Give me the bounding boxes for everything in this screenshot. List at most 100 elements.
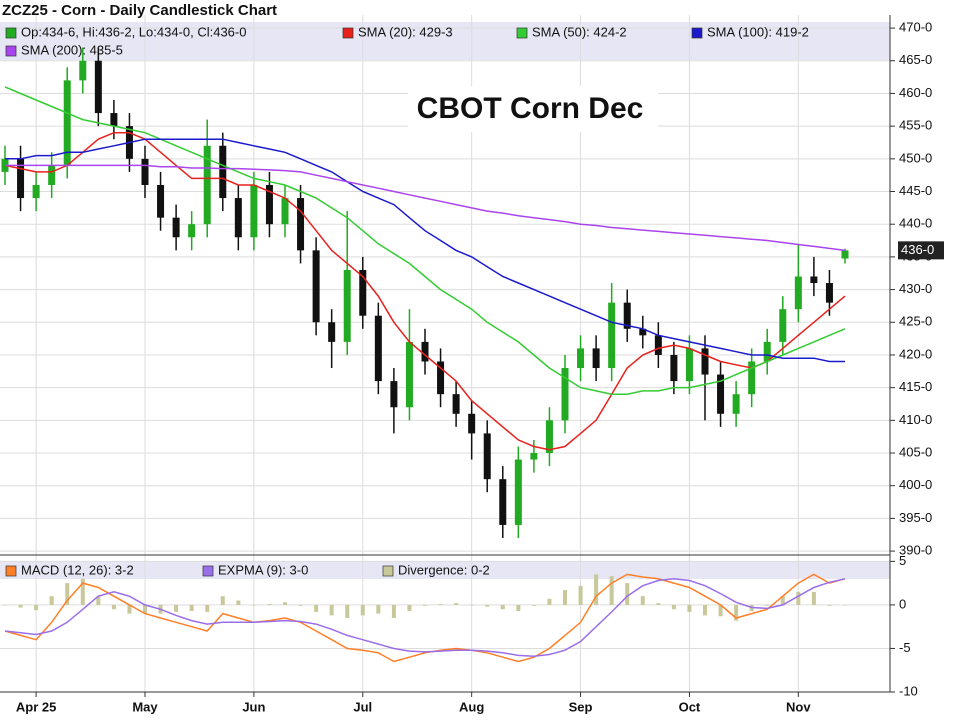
annotation-box (408, 86, 658, 132)
indicator-line (4, 573, 846, 663)
marks: 436-0 (1, 47, 944, 663)
y-tick-label: 390-0 (899, 543, 932, 558)
legend-label: SMA (100): 419-2 (707, 24, 809, 39)
y-tick-label: 445-0 (899, 183, 932, 198)
y-tick-label: -10 (899, 683, 918, 698)
sma-line (4, 86, 846, 395)
chart-title: ZCZ25 - Corn - Daily Candlestick Chart (2, 2, 277, 19)
candle-body (234, 198, 242, 238)
candle-body (841, 250, 849, 259)
y-tick-label: 450-0 (899, 150, 932, 165)
candle-body (499, 479, 507, 525)
candle-body (794, 276, 802, 310)
candle-body (654, 335, 662, 355)
candle-body (561, 368, 569, 421)
divergence-bar (236, 600, 241, 605)
candle-body (530, 453, 538, 460)
candle-body (157, 184, 165, 218)
y-tick-label: 0 (899, 596, 906, 611)
candle-body (328, 322, 336, 342)
candle-body (732, 394, 740, 414)
candle-body (203, 145, 211, 225)
y-tick-label: 5 (899, 553, 906, 568)
divergence-bar (18, 604, 23, 608)
divergence-bar (516, 604, 521, 611)
candle-body (670, 354, 678, 382)
indicator-line (4, 578, 846, 658)
macd-legend-band (0, 561, 890, 579)
divergence-bar (34, 604, 39, 611)
x-tick-label: May (132, 699, 158, 714)
y-tick-label: 455-0 (899, 118, 932, 133)
divergence-bar (407, 604, 412, 611)
divergence-bar (500, 604, 505, 610)
y-tick-label: 415-0 (899, 379, 932, 394)
divergence-bar (251, 604, 256, 606)
divergence-bar (827, 604, 832, 606)
divergence-bar (796, 591, 801, 605)
candle-body (281, 198, 289, 225)
y-tick-label: 395-0 (899, 510, 932, 525)
candle-body (763, 341, 771, 362)
candle-body (79, 60, 87, 81)
y-tick-label: 460-0 (899, 85, 932, 100)
divergence-bar (267, 604, 272, 605)
divergence-bar (205, 604, 210, 612)
legend-label: EXPMA (9): 3-0 (218, 562, 308, 577)
candle-body (639, 328, 647, 336)
divergence-bar (734, 604, 739, 621)
candle-body (468, 413, 476, 434)
x-tick-label: Oct (679, 699, 701, 714)
candle-body (265, 184, 273, 225)
candle-body (748, 361, 756, 395)
legend-swatch (342, 27, 354, 39)
candle-body (810, 276, 818, 284)
candle-body (717, 374, 725, 414)
divergence-bar (563, 590, 567, 605)
candle-body (250, 184, 258, 238)
candle-body (94, 60, 102, 114)
candle-body (48, 165, 56, 185)
candle-body (374, 315, 382, 382)
divergence-bar (220, 596, 225, 605)
x-tick-label: Jul (353, 699, 372, 714)
divergence-bar (376, 604, 381, 614)
divergence-bar (143, 604, 147, 614)
candle-body (514, 459, 522, 525)
legend-label: SMA (200): 435-5 (21, 42, 123, 57)
candle-body (405, 341, 413, 408)
candle-body (172, 217, 180, 238)
divergence-bar (174, 604, 179, 612)
legend-swatch (5, 565, 17, 577)
divergence-bar (718, 604, 723, 617)
divergence-bar (391, 604, 396, 618)
candle-body (685, 348, 693, 382)
y-tick-label: 410-0 (899, 412, 932, 427)
candle-body (219, 145, 227, 199)
x-tick-label: Apr 25 (16, 699, 56, 714)
divergence-bar (49, 596, 54, 605)
candle-body (779, 309, 787, 342)
x-tick-label: Aug (459, 699, 484, 714)
legend-swatch (5, 27, 17, 39)
candle-body (312, 250, 320, 323)
candle-body (63, 80, 71, 166)
legend-swatch (516, 27, 528, 39)
sma-line (5, 164, 846, 252)
divergence-bar (687, 604, 692, 612)
divergence-bar (329, 604, 334, 616)
candle-body (32, 184, 40, 199)
divergence-bar (469, 604, 474, 606)
divergence-bar (578, 585, 583, 605)
divergence-bar (843, 604, 847, 606)
candle-body (297, 198, 305, 251)
candle-body (623, 302, 631, 329)
divergence-bar (640, 596, 645, 605)
legend-swatch (691, 27, 703, 39)
y-tick-label: 420-0 (899, 346, 932, 361)
x-tick-label: Sep (569, 699, 593, 714)
legend-label: Divergence: 0-2 (398, 562, 490, 577)
divergence-bar (65, 583, 70, 605)
candle-body (343, 269, 351, 342)
